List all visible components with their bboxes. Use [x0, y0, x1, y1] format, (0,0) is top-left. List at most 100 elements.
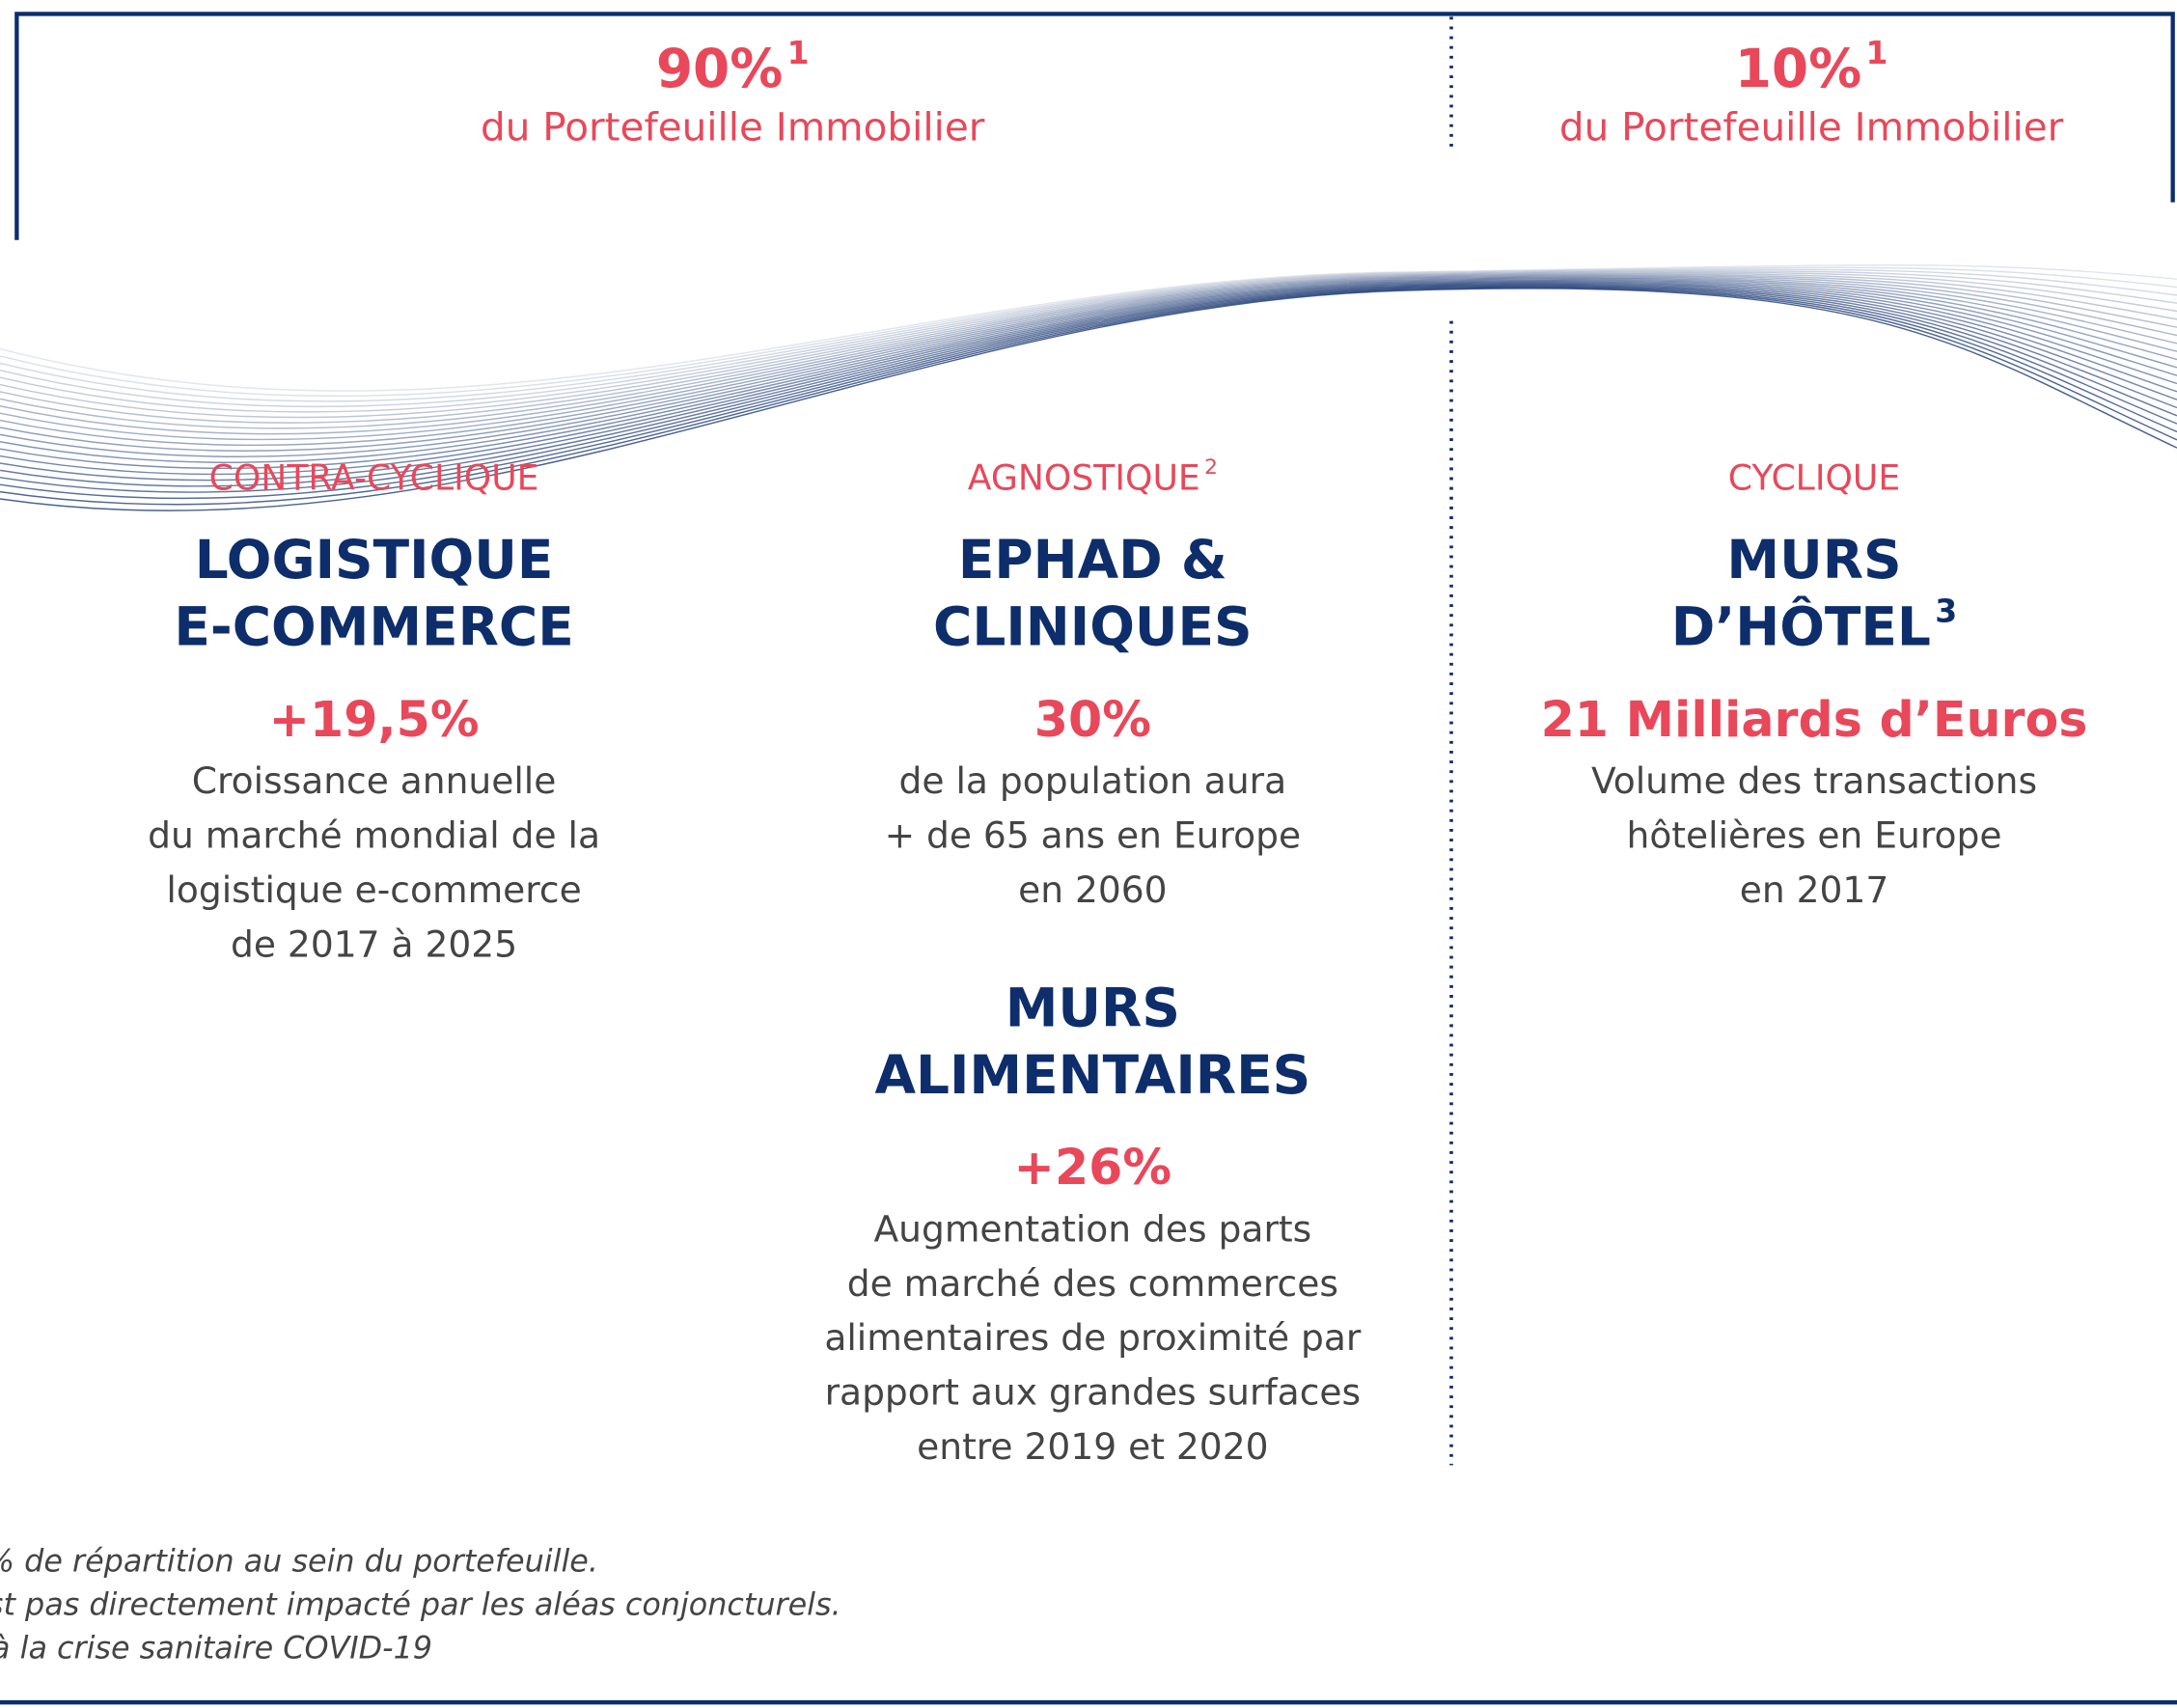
block-text: de marché des commerces — [847, 1261, 1338, 1304]
block-title: D’HÔTEL 3 — [1671, 592, 1957, 658]
wave-line — [0, 266, 2177, 398]
block-title-text: ALIMENTAIRES — [874, 1044, 1310, 1106]
block-text: de la population aura — [899, 759, 1287, 802]
header-value-text: 10% — [1735, 38, 1862, 99]
block-title-text: CLINIQUES — [933, 596, 1253, 658]
category-text: AGNOSTIQUE — [968, 456, 1200, 498]
block-figure: +26% — [1014, 1139, 1172, 1196]
category: AGNOSTIQUE 2 — [968, 455, 1218, 499]
superscript: 3 — [1935, 592, 1957, 629]
block-text: entre 2019 et 2020 — [917, 1425, 1268, 1468]
wave-line — [0, 275, 2177, 435]
wave-line — [0, 288, 2177, 511]
waves — [0, 264, 2177, 511]
wave-line — [0, 286, 2177, 500]
block-text-text: Augmentation des parts — [873, 1207, 1311, 1250]
block-text-text: entre 2019 et 2020 — [917, 1425, 1268, 1468]
wave-line — [0, 268, 2177, 402]
block-text: hôtelières en Europe — [1627, 813, 2002, 856]
block-figure-text: 30% — [1034, 691, 1151, 748]
header-value: 90% 1 — [656, 33, 810, 99]
header-value-text: 90% — [656, 38, 784, 99]
block-text-text: hôtelières en Europe — [1627, 813, 2002, 856]
wave-line — [0, 281, 2177, 470]
block-title: MURS — [1006, 978, 1180, 1039]
block-text-text: en 2017 — [1740, 868, 1889, 911]
block-text: Croissance annuelle — [192, 759, 557, 802]
block-text-text: en 2060 — [1018, 868, 1168, 911]
wave-line — [0, 283, 2177, 482]
block-figure-text: +19,5% — [269, 691, 480, 748]
block-text: Volume des transactions — [1591, 759, 2037, 802]
wave-line — [0, 278, 2177, 452]
wave-line — [0, 279, 2177, 457]
category: CYCLIQUE — [1728, 456, 1900, 498]
wave-line — [0, 273, 2177, 424]
category-text: CONTRA-CYCLIQUE — [209, 456, 539, 498]
category: CONTRA-CYCLIQUE — [209, 456, 539, 498]
block-figure: +19,5% — [269, 691, 480, 748]
block-text-text: logistique e-commerce — [166, 868, 581, 911]
wave-line — [0, 285, 2177, 493]
wave-line — [0, 271, 2177, 413]
block-title: E-COMMERCE — [174, 596, 573, 658]
superscript: 1 — [1866, 33, 1888, 70]
block-text: rapport aux grandes surfaces — [825, 1370, 1361, 1413]
wave-line — [0, 282, 2177, 476]
block-text-text: + de 65 ans en Europe — [885, 813, 1302, 856]
block-title-text: E-COMMERCE — [174, 596, 573, 658]
superscript: 1 — [787, 33, 810, 70]
block-title: EPHAD & — [958, 529, 1227, 591]
wave-line — [0, 280, 2177, 463]
block-figure-text: 21 Milliards d’Euros — [1541, 691, 2088, 748]
frame — [14, 12, 2175, 240]
footnote: 2. Un secteur agnostique au climat écono… — [0, 1585, 841, 1622]
block-text-text: du marché mondial de la — [148, 813, 600, 856]
block-text: de 2017 à 2025 — [231, 923, 517, 965]
block-title-text: MURS — [1726, 529, 1901, 591]
header-label: du Portefeuille Immobilier — [1559, 103, 2064, 150]
block-text: alimentaires de proximité par — [824, 1316, 1362, 1359]
wave-line — [0, 284, 2177, 487]
block-figure: 21 Milliards d’Euros — [1541, 691, 2088, 748]
block-title: CLINIQUES — [933, 596, 1253, 658]
header-value: 10% 1 — [1735, 33, 1888, 99]
wave-line — [0, 277, 2177, 441]
wave-line — [0, 277, 2177, 447]
header-label-text: du Portefeuille Immobilier — [481, 103, 985, 150]
wave-line — [0, 274, 2177, 429]
block-figure-text: +26% — [1014, 1139, 1172, 1196]
block-text-text: de marché des commerces — [847, 1261, 1338, 1304]
superscript: 2 — [1204, 455, 1218, 480]
block-text-text: rapport aux grandes surfaces — [825, 1370, 1361, 1413]
block-text: du marché mondial de la — [148, 813, 600, 856]
block-title-text: MURS — [1006, 978, 1180, 1039]
block-title-text: D’HÔTEL — [1671, 596, 1931, 658]
category-text: CYCLIQUE — [1728, 456, 1900, 498]
block-text-text: Croissance annuelle — [192, 759, 557, 802]
wave-line — [0, 270, 2177, 408]
block-title: LOGISTIQUE — [195, 529, 554, 591]
block-text-text: de 2017 à 2025 — [231, 923, 517, 965]
footnote: 3. Sur opportunités suite à la crise san… — [0, 1629, 432, 1666]
header-label-text: du Portefeuille Immobilier — [1559, 103, 2064, 150]
block-text-text: alimentaires de proximité par — [824, 1316, 1362, 1359]
block-figure: 30% — [1034, 691, 1151, 748]
block-text: en 2060 — [1018, 868, 1168, 911]
header-label: du Portefeuille Immobilier — [481, 103, 985, 150]
footnote: 1. Il peut y avoir des variations des % … — [0, 1543, 598, 1580]
block-title: MURS — [1726, 529, 1901, 591]
block-title-text: LOGISTIQUE — [195, 529, 554, 591]
wave-line — [0, 287, 2177, 506]
wave-line — [0, 264, 2177, 392]
block-text: logistique e-commerce — [166, 868, 581, 911]
block-text: + de 65 ans en Europe — [885, 813, 1302, 856]
block-text: Augmentation des parts — [873, 1207, 1311, 1250]
block-text-text: de la population aura — [899, 759, 1287, 802]
block-title-text: EPHAD & — [958, 529, 1227, 591]
block-text: en 2017 — [1740, 868, 1889, 911]
block-title: ALIMENTAIRES — [874, 1044, 1310, 1106]
wave-line — [0, 272, 2177, 419]
block-text-text: Volume des transactions — [1591, 759, 2037, 802]
